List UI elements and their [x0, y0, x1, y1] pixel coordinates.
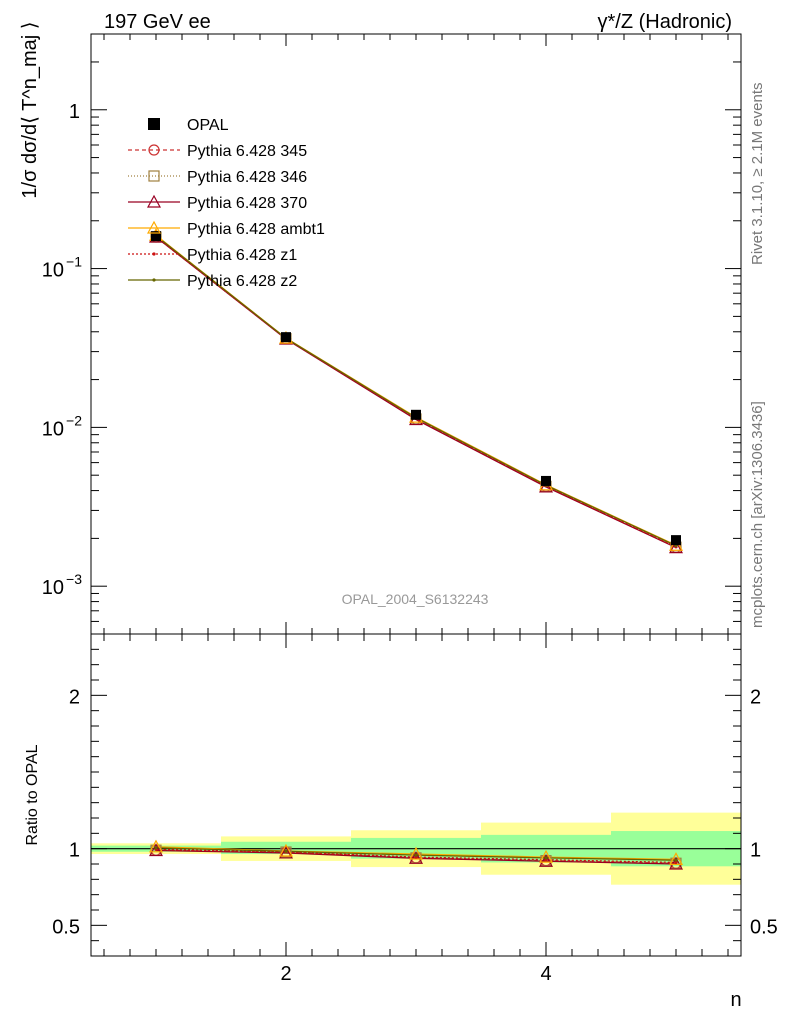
header-right: γ*/Z (Hadronic) [598, 11, 732, 33]
ratio-series-marker [278, 843, 294, 857]
ratio-series-marker [538, 849, 554, 863]
legend: OPAL Pythia 6.428 345 Pythia 6.428 346 Pyth… [128, 117, 325, 290]
ratio-series-marker [414, 853, 418, 857]
opal-data-point [281, 332, 291, 343]
legend-marker [152, 278, 156, 282]
main-y-axis-label: 1/σ dσ/d⟨ T^n_maj ⟩ [19, 21, 41, 198]
main-y-tick-label-exponent: −1 [66, 254, 82, 270]
main-series-marker [668, 540, 684, 554]
opal-data-point [541, 475, 551, 486]
ratio-y-tick-label-left: 1 [69, 840, 80, 862]
opal-data-point [151, 231, 161, 242]
x-tick-label: 2 [280, 963, 291, 985]
legend-label-opal: OPAL [187, 117, 229, 134]
ratio-series-marker [538, 853, 554, 867]
legend-marker [148, 144, 160, 156]
legend-label: Pythia 6.428 z1 [187, 247, 297, 264]
ratio-series-marker [278, 845, 294, 859]
main-y-tick-label: 10 [42, 577, 64, 599]
ratio-series-marker [148, 843, 164, 857]
opal-data-point [671, 535, 681, 546]
x-axis-label: n [730, 989, 741, 1011]
main-series-marker [538, 479, 554, 493]
ratio-y-axis-title: Ratio to OPAL [24, 744, 41, 845]
ratio-y-tick-label-right: 0.5 [750, 916, 778, 938]
legend-marker [148, 170, 160, 182]
legend-marker [146, 194, 162, 208]
ratio-series-marker [284, 849, 288, 853]
legend-marker [152, 252, 156, 256]
ratio-series-markers [148, 839, 684, 870]
ratio-y-tick-label-right: 1 [750, 840, 761, 862]
legend-label: Pythia 6.428 z2 [187, 273, 297, 290]
legend-marker-opal [148, 118, 160, 130]
ratio-y-tick-label-left: 0.5 [52, 916, 80, 938]
main-data-points [151, 231, 681, 546]
header-left: 197 GeV ee [104, 11, 211, 33]
main-y-tick-label-exponent: −2 [66, 412, 82, 428]
analysis-watermark: OPAL_2004_S6132243 [342, 591, 489, 607]
legend-marker [146, 220, 162, 234]
main-axes: 110−110−210−3 [42, 33, 742, 635]
ratio-series-marker [544, 856, 548, 860]
rivet-label: Rivet 3.1.10, ≥ 2.1M events [749, 83, 766, 266]
opal-data-point [411, 409, 421, 420]
main-y-axis-title: 1/σ dσ/d⟨ T^n_maj ⟩ [19, 21, 41, 198]
legend-label: Pythia 6.428 345 [187, 143, 307, 160]
main-y-tick-label-exponent: −3 [66, 571, 82, 587]
ratio-y-axis-label: Ratio to OPAL [24, 744, 41, 845]
legend-label: Pythia 6.428 346 [187, 169, 307, 186]
ratio-series-marker [668, 852, 684, 866]
legend-label: Pythia 6.428 370 [187, 195, 307, 212]
ratio-series-marker [674, 860, 678, 865]
mcplots-label: mcplots.cern.ch [arXiv:1306.3436] [749, 401, 766, 628]
main-y-tick-label: 10 [42, 260, 64, 282]
main-y-tick-label: 10 [42, 418, 64, 440]
ratio-frame [90, 633, 742, 957]
x-tick-label: 4 [540, 963, 551, 985]
main-y-tick-label: 1 [69, 101, 80, 123]
ratio-series-marker [148, 839, 164, 853]
ratio-series-marker [674, 858, 678, 862]
ratio-series-marker [408, 846, 424, 860]
ratio-series-marker [408, 851, 424, 864]
ratio-y-tick-label-right: 2 [750, 686, 761, 708]
ratio-y-tick-label-left: 2 [69, 686, 80, 708]
ratio-axes: 0.5 0.5 1 1 2 2 2 4 [52, 633, 778, 985]
ratio-series-marker [668, 856, 684, 870]
ratio-series-marker [154, 846, 158, 850]
legend-label: Pythia 6.428 ambt1 [187, 221, 325, 238]
